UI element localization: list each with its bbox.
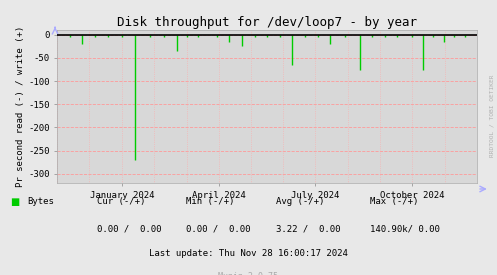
Text: 0.00 /  0.00: 0.00 / 0.00: [97, 224, 162, 233]
Text: ■: ■: [10, 197, 19, 207]
Title: Disk throughput for /dev/loop7 - by year: Disk throughput for /dev/loop7 - by year: [117, 16, 417, 29]
Text: Last update: Thu Nov 28 16:00:17 2024: Last update: Thu Nov 28 16:00:17 2024: [149, 249, 348, 258]
Text: Min (-/+): Min (-/+): [186, 197, 235, 206]
Text: Max (-/+): Max (-/+): [370, 197, 418, 206]
Text: Bytes: Bytes: [27, 197, 54, 206]
Text: 0.00 /  0.00: 0.00 / 0.00: [186, 224, 251, 233]
Text: Munin 2.0.75: Munin 2.0.75: [219, 272, 278, 275]
Text: Cur (-/+): Cur (-/+): [97, 197, 145, 206]
Text: Avg (-/+): Avg (-/+): [276, 197, 324, 206]
Text: 140.90k/ 0.00: 140.90k/ 0.00: [370, 224, 440, 233]
Y-axis label: Pr second read (-) / write (+): Pr second read (-) / write (+): [16, 26, 25, 187]
Text: RRDTOOL / TOBI OETIKER: RRDTOOL / TOBI OETIKER: [490, 74, 495, 157]
Text: 3.22 /  0.00: 3.22 / 0.00: [276, 224, 340, 233]
